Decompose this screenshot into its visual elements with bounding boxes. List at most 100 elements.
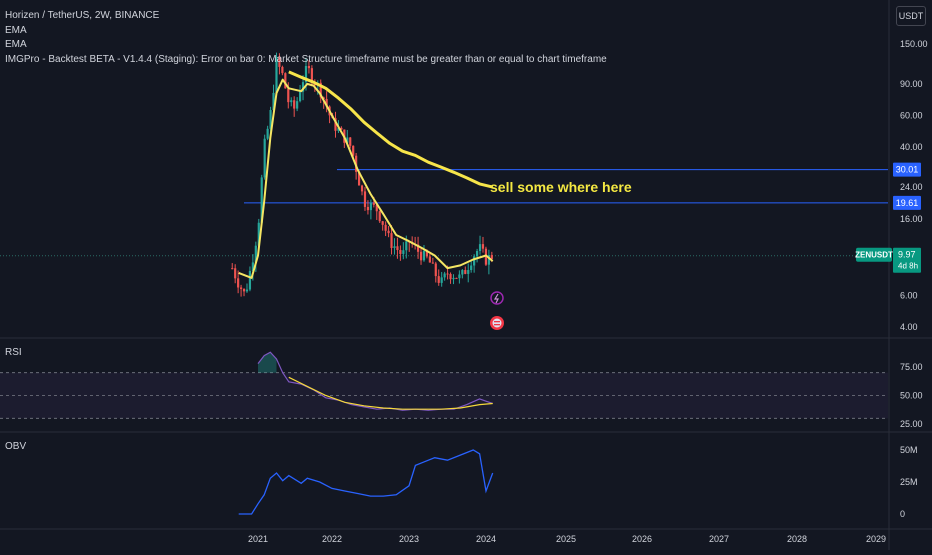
candle-body (396, 246, 399, 251)
candle-body (340, 127, 343, 130)
rsi-tick-label: 25.00 (900, 419, 923, 429)
candle-body (366, 206, 370, 211)
candle-body (346, 137, 349, 143)
price-tick-label: 40.00 (900, 142, 923, 152)
price-tick-label: 60.00 (900, 111, 923, 121)
last-price-label: 9.97 (898, 250, 916, 260)
symbol-title[interactable]: Horizen / TetherUS, 2W, BINANCE (5, 10, 160, 21)
obv-pane-label[interactable]: OBV (5, 441, 27, 452)
time-axis-label: 2022 (322, 534, 342, 544)
candle-body (455, 277, 458, 279)
time-axis-label: 2026 (632, 534, 652, 544)
flag-icon (492, 318, 502, 328)
candle-body (242, 288, 246, 292)
candle-body (384, 224, 387, 231)
candle-body (319, 82, 322, 98)
rsi-ma-line (288, 376, 493, 410)
price-tick-label: 6.00 (900, 290, 918, 300)
legend-imgpro[interactable]: IMGPro - Backtest BETA - V1.4.4 (Staging… (5, 53, 607, 65)
candle-body (257, 222, 260, 246)
symbol-label: ZENUSDT (855, 251, 893, 260)
candle-body (245, 289, 249, 292)
rsi-pane-label[interactable]: RSI (5, 347, 22, 358)
rsi-tick-label: 50.00 (900, 391, 923, 401)
candle-body (251, 262, 254, 271)
level-label: 19.61 (896, 198, 919, 208)
candle-body (307, 66, 311, 69)
legend-ema-2[interactable]: EMA (5, 39, 27, 50)
candle-body (293, 100, 296, 109)
candle-body (475, 251, 479, 257)
rsi-overbought-fill (258, 352, 277, 373)
candle-body (490, 255, 493, 260)
obv-tick-label: 0 (900, 509, 905, 519)
candle-body (296, 101, 299, 109)
candle-body (357, 171, 361, 186)
candle-body (372, 202, 375, 205)
candle-body (322, 97, 325, 99)
price-tick-label: 4.00 (900, 322, 918, 332)
flag-icon (494, 324, 500, 326)
candle-body (440, 277, 443, 283)
time-axis-label: 2023 (399, 534, 419, 544)
candle-body (263, 138, 266, 178)
candle-body (375, 204, 378, 212)
candle-body (458, 274, 461, 279)
candle-body (378, 211, 381, 222)
legend-ema-1[interactable]: EMA (5, 24, 27, 36)
candle-body (425, 250, 429, 257)
candle-body (446, 273, 449, 275)
candle-body (402, 250, 405, 254)
candle-body (461, 270, 464, 275)
candle-body (269, 110, 272, 129)
candle-body (431, 262, 434, 264)
time-axis-label: 2028 (787, 534, 807, 544)
price-tick-label: 24.00 (900, 182, 923, 192)
ema-slow-line (288, 70, 494, 189)
candle-body (284, 73, 287, 89)
candle-body (334, 118, 337, 131)
candle-body (434, 263, 437, 277)
price-tick-label: 90.00 (900, 79, 923, 89)
candle-body (278, 56, 281, 67)
candle-body (393, 246, 396, 248)
candle-body (487, 255, 490, 265)
candle-body (325, 98, 328, 107)
candle-body (266, 128, 269, 139)
candle-body (390, 233, 393, 248)
candle-body (360, 185, 364, 192)
time-axis-label: 2025 (556, 534, 576, 544)
candle-body (399, 250, 402, 254)
time-axis-label: 2029 (866, 534, 886, 544)
price-tick-label: 150.00 (900, 39, 928, 49)
candle-body (416, 244, 420, 252)
candle-body (234, 268, 237, 279)
candle-body (422, 250, 426, 261)
currency-button[interactable]: USDT (896, 6, 926, 26)
candle-body (272, 92, 275, 111)
level-label-box (893, 195, 921, 210)
last-price-box (893, 247, 921, 273)
candle-body (248, 270, 252, 290)
symbol-label-box (856, 247, 892, 262)
candle-body (237, 278, 240, 288)
candle-body (452, 277, 455, 280)
obv-tick-label: 25M (900, 477, 918, 487)
candle-body (381, 221, 384, 225)
candle-body (405, 241, 408, 251)
candle-body (473, 256, 476, 266)
lightning-icon (493, 293, 499, 304)
candle-body (449, 273, 452, 280)
candle-body (464, 270, 467, 274)
rsi-tick-label: 75.00 (900, 362, 923, 372)
candle-body (254, 245, 257, 263)
candle-body (363, 191, 367, 207)
ema-fast-line (238, 78, 494, 279)
candle-body (275, 56, 278, 93)
candle-body (310, 68, 313, 83)
candle-body (349, 137, 352, 146)
candle-body (437, 276, 440, 283)
